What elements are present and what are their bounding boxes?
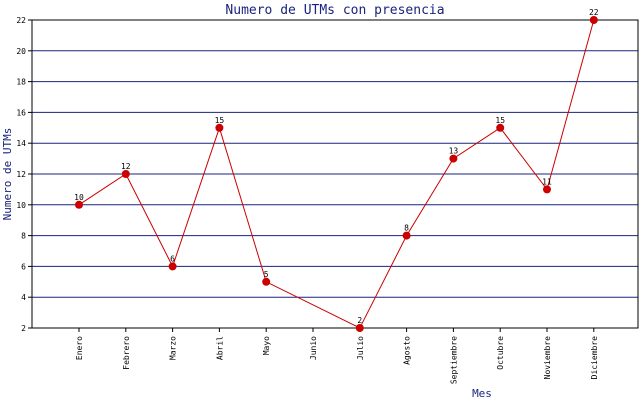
data-point bbox=[262, 277, 271, 286]
x-tick-label: Enero bbox=[75, 336, 84, 360]
data-label: 10 bbox=[74, 193, 84, 202]
y-tick-label: 22 bbox=[16, 16, 26, 25]
y-tick-label: 6 bbox=[21, 262, 26, 271]
y-tick-label: 14 bbox=[16, 139, 26, 148]
x-tick-label: Febrero bbox=[122, 336, 131, 370]
y-tick-label: 12 bbox=[16, 170, 26, 179]
data-point bbox=[168, 262, 177, 271]
data-label: 6 bbox=[170, 254, 175, 263]
y-tick-label: 16 bbox=[16, 108, 26, 117]
x-axis: Enero Febrero Marzo Abril Mayo Junio Julio Agos… bbox=[75, 328, 599, 384]
y-tick-label: 8 bbox=[21, 232, 26, 241]
y-tick-label: 20 bbox=[16, 47, 26, 56]
x-tick-label: Junio bbox=[309, 336, 318, 360]
data-point bbox=[121, 170, 130, 178]
x-tick-label: Marzo bbox=[169, 336, 178, 360]
data-point bbox=[402, 231, 411, 240]
x-tick-label: Julio bbox=[356, 336, 365, 360]
y-axis-title: Numero de UTMs bbox=[1, 128, 14, 221]
y-tick-label: 10 bbox=[16, 201, 26, 210]
x-tick-label: Octubre bbox=[496, 336, 505, 370]
data-label: 11 bbox=[542, 177, 552, 186]
x-tick-label: Abril bbox=[215, 336, 224, 360]
data-point bbox=[75, 200, 83, 209]
x-tick-label: Septiembre bbox=[449, 336, 458, 384]
data-point bbox=[355, 324, 364, 332]
data-point bbox=[449, 154, 458, 163]
y-axis: 2 4 6 8 10 12 14 16 18 20 22 bbox=[16, 16, 32, 333]
x-tick-label: Noviembre bbox=[543, 336, 552, 380]
x-axis-title: Mes bbox=[472, 387, 492, 400]
y-tick-label: 4 bbox=[21, 293, 26, 302]
data-label: 2 bbox=[357, 316, 362, 325]
data-label: 15 bbox=[495, 116, 505, 125]
data-label: 22 bbox=[589, 8, 599, 17]
x-tick-label: Diciembre bbox=[590, 336, 599, 380]
data-labels: 10 12 6 15 5 2 8 13 15 11 22 bbox=[74, 8, 599, 325]
data-point bbox=[496, 123, 505, 132]
data-points bbox=[75, 16, 598, 332]
data-point bbox=[543, 185, 551, 194]
data-label: 5 bbox=[264, 270, 269, 279]
chart-title: Numero de UTMs con presencia bbox=[225, 3, 444, 18]
data-label: 8 bbox=[404, 224, 409, 233]
y-tick-label: 2 bbox=[21, 324, 26, 333]
data-label: 13 bbox=[449, 147, 459, 156]
x-tick-label: Agosto bbox=[403, 336, 412, 365]
data-point bbox=[215, 123, 224, 132]
y-tick-label: 18 bbox=[16, 78, 26, 87]
x-tick-label: Mayo bbox=[262, 336, 271, 355]
data-point bbox=[589, 16, 598, 24]
data-label: 12 bbox=[121, 162, 131, 171]
data-label: 15 bbox=[215, 116, 225, 125]
